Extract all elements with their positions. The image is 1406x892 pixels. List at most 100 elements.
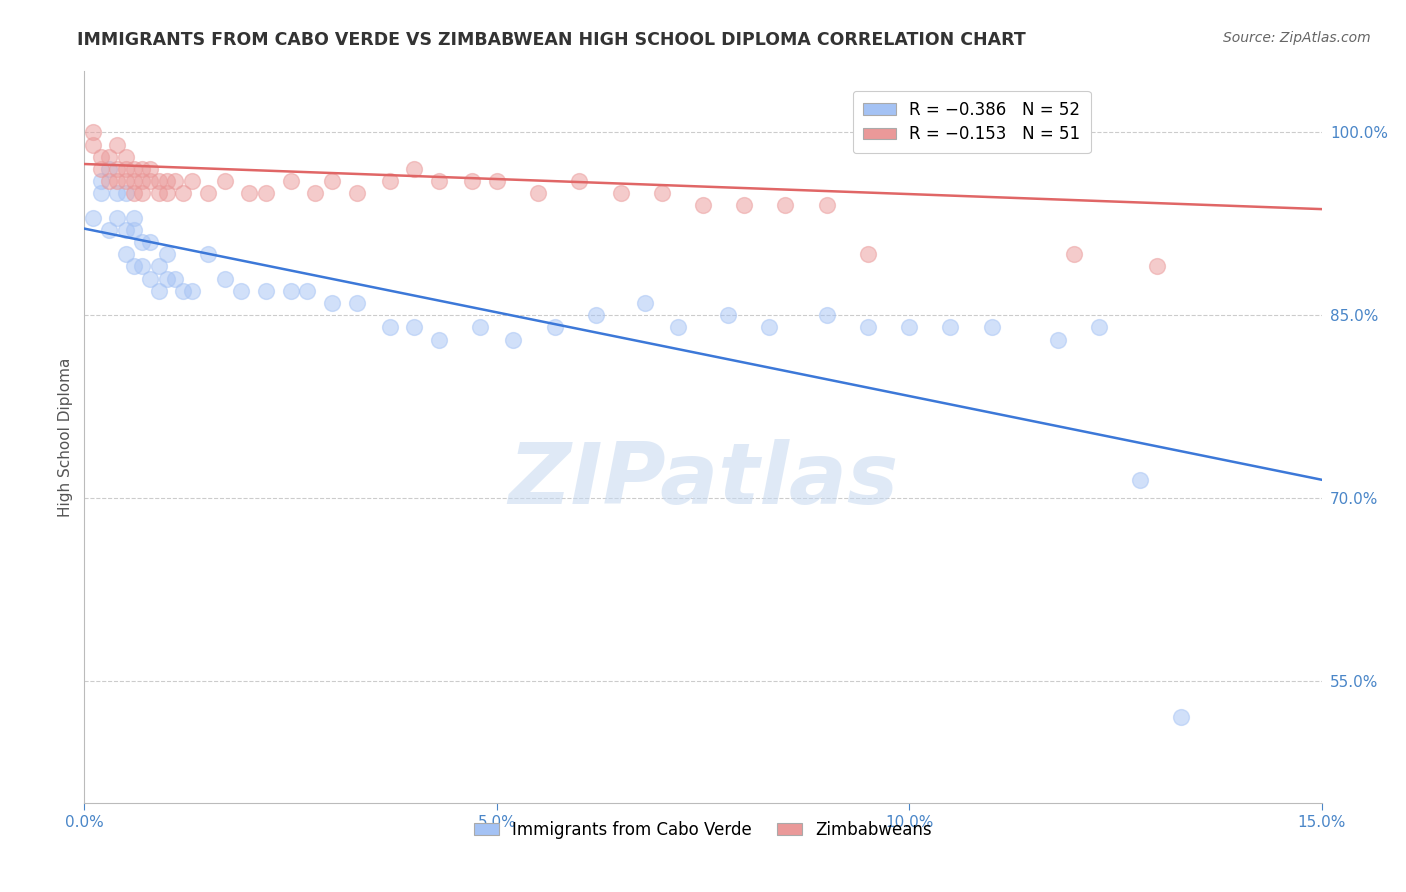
Point — [346, 296, 368, 310]
Point — [90, 186, 112, 201]
Point — [139, 174, 162, 188]
Point — [758, 320, 780, 334]
Point — [90, 174, 112, 188]
Point — [114, 247, 136, 261]
Point — [378, 174, 401, 188]
Point — [651, 186, 673, 201]
Point — [527, 186, 550, 201]
Point — [404, 161, 426, 176]
Point — [427, 333, 450, 347]
Point — [939, 320, 962, 334]
Point — [254, 186, 277, 201]
Point — [666, 320, 689, 334]
Point — [634, 296, 657, 310]
Point — [254, 284, 277, 298]
Point — [733, 198, 755, 212]
Point — [114, 174, 136, 188]
Point — [229, 284, 252, 298]
Point — [82, 125, 104, 139]
Point — [156, 174, 179, 188]
Point — [105, 211, 128, 225]
Point — [378, 320, 401, 334]
Point — [180, 284, 202, 298]
Point — [214, 174, 236, 188]
Point — [461, 174, 484, 188]
Point — [304, 186, 326, 201]
Point — [427, 174, 450, 188]
Point — [692, 198, 714, 212]
Point — [139, 235, 162, 249]
Point — [280, 284, 302, 298]
Point — [238, 186, 260, 201]
Point — [114, 161, 136, 176]
Point — [98, 223, 121, 237]
Point — [295, 284, 318, 298]
Point — [197, 247, 219, 261]
Point — [346, 186, 368, 201]
Point — [856, 320, 879, 334]
Point — [609, 186, 631, 201]
Point — [148, 260, 170, 274]
Point — [122, 174, 145, 188]
Point — [1046, 333, 1069, 347]
Point — [114, 186, 136, 201]
Point — [90, 161, 112, 176]
Point — [180, 174, 202, 188]
Point — [856, 247, 879, 261]
Point — [1088, 320, 1111, 334]
Point — [148, 174, 170, 188]
Point — [815, 198, 838, 212]
Y-axis label: High School Diploma: High School Diploma — [58, 358, 73, 516]
Point — [98, 161, 121, 176]
Point — [122, 260, 145, 274]
Point — [172, 284, 194, 298]
Point — [815, 308, 838, 322]
Point — [156, 271, 179, 285]
Point — [775, 198, 797, 212]
Point — [131, 186, 153, 201]
Point — [131, 260, 153, 274]
Point — [148, 284, 170, 298]
Point — [82, 137, 104, 152]
Point — [98, 174, 121, 188]
Point — [114, 223, 136, 237]
Point — [131, 174, 153, 188]
Point — [470, 320, 492, 334]
Point — [165, 174, 187, 188]
Point — [1170, 710, 1192, 724]
Point — [485, 174, 508, 188]
Point — [131, 235, 153, 249]
Point — [404, 320, 426, 334]
Point — [502, 333, 524, 347]
Text: ZIPatlas: ZIPatlas — [508, 440, 898, 523]
Point — [139, 271, 162, 285]
Point — [122, 223, 145, 237]
Point — [717, 308, 740, 322]
Point — [105, 174, 128, 188]
Point — [321, 174, 343, 188]
Point — [122, 161, 145, 176]
Point — [148, 186, 170, 201]
Point — [585, 308, 607, 322]
Point — [898, 320, 921, 334]
Point — [105, 137, 128, 152]
Point — [172, 186, 194, 201]
Text: IMMIGRANTS FROM CABO VERDE VS ZIMBABWEAN HIGH SCHOOL DIPLOMA CORRELATION CHART: IMMIGRANTS FROM CABO VERDE VS ZIMBABWEAN… — [77, 31, 1026, 49]
Point — [156, 247, 179, 261]
Legend: Immigrants from Cabo Verde, Zimbabweans: Immigrants from Cabo Verde, Zimbabweans — [467, 814, 939, 846]
Point — [214, 271, 236, 285]
Point — [1129, 473, 1152, 487]
Text: Source: ZipAtlas.com: Source: ZipAtlas.com — [1223, 31, 1371, 45]
Point — [131, 161, 153, 176]
Point — [98, 150, 121, 164]
Point — [1146, 260, 1168, 274]
Point — [105, 186, 128, 201]
Point — [122, 186, 145, 201]
Point — [105, 161, 128, 176]
Point — [156, 186, 179, 201]
Point — [321, 296, 343, 310]
Point — [980, 320, 1002, 334]
Point — [165, 271, 187, 285]
Point — [197, 186, 219, 201]
Point — [90, 150, 112, 164]
